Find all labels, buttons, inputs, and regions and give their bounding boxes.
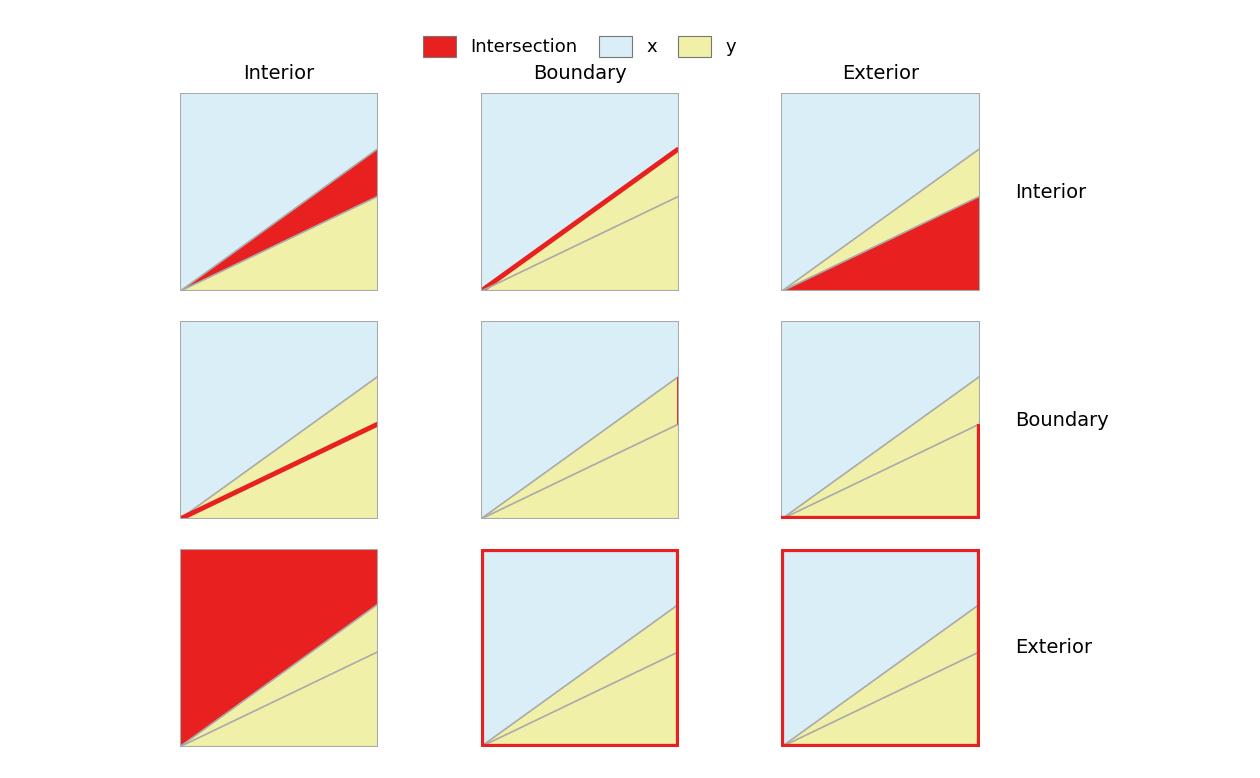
Polygon shape [180, 424, 378, 519]
Polygon shape [781, 424, 979, 519]
Text: Exterior: Exterior [1016, 639, 1092, 657]
Polygon shape [781, 149, 979, 292]
Polygon shape [480, 377, 679, 519]
Polygon shape [480, 196, 679, 292]
Title: Boundary: Boundary [533, 65, 626, 83]
Polygon shape [180, 548, 378, 747]
Polygon shape [480, 149, 679, 292]
Polygon shape [781, 196, 979, 292]
Title: Exterior: Exterior [842, 65, 919, 83]
Polygon shape [180, 196, 378, 292]
Text: Boundary: Boundary [1016, 411, 1109, 429]
Polygon shape [781, 652, 979, 747]
Polygon shape [180, 321, 378, 519]
Polygon shape [180, 93, 378, 292]
Polygon shape [781, 548, 979, 747]
Polygon shape [180, 652, 378, 747]
Polygon shape [480, 321, 679, 519]
Polygon shape [480, 548, 679, 747]
Polygon shape [480, 605, 679, 747]
Polygon shape [180, 196, 378, 292]
Polygon shape [180, 149, 378, 292]
Polygon shape [480, 424, 679, 519]
Polygon shape [781, 377, 979, 519]
Title: Interior: Interior [243, 65, 314, 83]
Polygon shape [781, 93, 979, 292]
Legend: Intersection, x, y: Intersection, x, y [416, 29, 743, 64]
Polygon shape [180, 377, 378, 519]
Polygon shape [480, 652, 679, 747]
Polygon shape [480, 93, 679, 292]
Text: Interior: Interior [1016, 183, 1086, 202]
Polygon shape [781, 321, 979, 519]
Polygon shape [781, 605, 979, 747]
Polygon shape [180, 605, 378, 747]
